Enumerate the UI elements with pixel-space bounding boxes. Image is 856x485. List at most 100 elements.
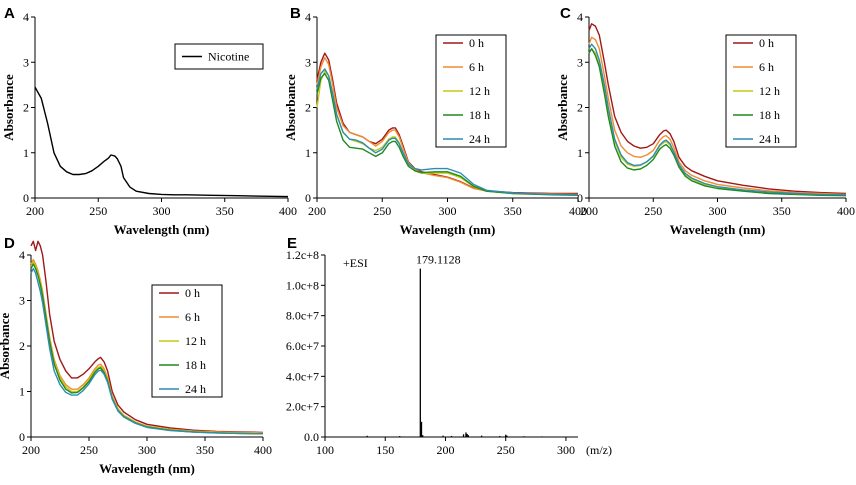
legend-label-b: 6 h — [469, 60, 484, 74]
y-tick-label-b: 3 — [305, 55, 311, 69]
y-tick-label-e: 4.0c+7 — [286, 369, 319, 383]
legend-label-b: 18 h — [469, 108, 490, 122]
y-axis-label-a: Absorbance — [1, 74, 16, 141]
y-tick-label-e: 1.2c+8 — [286, 248, 319, 262]
legend-label-c: 18 h — [759, 108, 780, 122]
series-line-c — [588, 36, 847, 196]
y-tick-label-c: 2 — [577, 101, 583, 115]
legend-label-b: 0 h — [469, 36, 484, 50]
x-tick-label-c: 200 — [580, 204, 598, 218]
y-tick-label-b: 2 — [305, 101, 311, 115]
x-tick-label-b: 300 — [439, 204, 457, 218]
series-line-b — [316, 72, 579, 196]
y-tick-label-d: 4 — [19, 248, 25, 262]
series-line-c — [588, 43, 847, 196]
y-tick-label-b: 4 — [305, 10, 311, 24]
y-tick-label-d: 2 — [19, 339, 25, 353]
x-tick-label-e: 100 — [316, 443, 334, 457]
y-axis-label-b: Absorbance — [283, 74, 298, 141]
series-line-b — [316, 68, 579, 196]
x-tick-label-c: 350 — [773, 204, 791, 218]
legend-label-d: 24 h — [185, 382, 206, 396]
y-tick-label-e: 2.0c+7 — [286, 400, 319, 414]
x-axis-label-c: Wavelength (nm) — [670, 222, 766, 237]
legend-label-b: 24 h — [469, 132, 490, 146]
x-tick-label-b: 400 — [569, 204, 587, 218]
y-axis-label-d: Absorbance — [0, 313, 12, 380]
series-line-d — [30, 267, 264, 435]
x-tick-label-a: 200 — [26, 204, 44, 218]
y-tick-label-d: 1 — [19, 385, 25, 399]
x-axis-label-b: Wavelength (nm) — [400, 222, 496, 237]
legend-label-d: 18 h — [185, 358, 206, 372]
series-line-a — [34, 86, 289, 198]
x-tick-label-d: 250 — [80, 443, 98, 457]
y-tick-label-d: 0 — [19, 430, 25, 444]
series-line-d — [30, 258, 264, 434]
y-tick-label-b: 1 — [305, 146, 311, 160]
x-tick-label-c: 400 — [837, 204, 855, 218]
legend-label-a: Nicotine — [208, 50, 249, 64]
legend-label-c: 6 h — [759, 60, 774, 74]
x-tick-label-a: 400 — [279, 204, 297, 218]
x-axis-label-a: Wavelength (nm) — [114, 222, 210, 237]
y-tick-label-a: 0 — [23, 191, 29, 205]
x-tick-label-e: 200 — [436, 443, 454, 457]
y-tick-label-c: 3 — [577, 55, 583, 69]
peak-label: 179.1128 — [416, 253, 461, 267]
y-tick-label-a: 3 — [23, 55, 29, 69]
x-tick-label-d: 350 — [196, 443, 214, 457]
legend-label-c: 24 h — [759, 132, 780, 146]
y-tick-label-b: 0 — [305, 191, 311, 205]
x-tick-label-d: 300 — [138, 443, 156, 457]
x-tick-label-c: 250 — [644, 204, 662, 218]
x-tick-label-b: 350 — [504, 204, 522, 218]
x-tick-label-a: 350 — [216, 204, 234, 218]
panel-letter-c: C — [560, 5, 571, 22]
y-tick-label-e: 8.0c+7 — [286, 309, 319, 323]
y-tick-label-e: 1.0c+8 — [286, 278, 319, 292]
series-line-d — [30, 261, 264, 435]
panel-a: A 200 250 300 350 400 0 1 2 3 4 Wavelength (nm) Abs… — [1, 5, 297, 237]
y-tick-label-a: 4 — [23, 10, 29, 24]
series-line-c — [588, 23, 847, 195]
x-axis-label-d: Wavelength (nm) — [99, 461, 195, 476]
series-line-d — [30, 263, 264, 435]
panel-letter-a: A — [4, 5, 15, 22]
x-tick-label-a: 250 — [89, 204, 107, 218]
x-tick-label-b: 200 — [308, 204, 326, 218]
panel-e: E 100 150 200 250 300 0.0 2.0c+7 4.0c+7 6.0c+7 8.… — [286, 235, 612, 457]
panel-letter-d: D — [4, 235, 15, 252]
legend-label-d: 6 h — [185, 310, 200, 324]
x-tick-label-b: 250 — [373, 204, 391, 218]
y-tick-label-a: 2 — [23, 101, 29, 115]
x-tick-label-d: 200 — [22, 443, 40, 457]
y-tick-label-d: 3 — [19, 294, 25, 308]
series-line-b — [316, 57, 579, 196]
x-tick-label-d: 400 — [254, 443, 272, 457]
y-tick-label-c: 0 — [577, 191, 583, 205]
x-tick-label-e: 250 — [497, 443, 515, 457]
legend-label-d: 0 h — [185, 286, 200, 300]
x-tick-label-e: 150 — [376, 443, 394, 457]
legend-label-c: 0 h — [759, 36, 774, 50]
panel-letter-e: E — [287, 235, 297, 252]
x-tick-label-a: 300 — [153, 204, 171, 218]
ionization-label: +ESI — [343, 256, 368, 270]
y-axis-label-c: Absorbance — [555, 74, 570, 141]
panel-letter-b: B — [290, 5, 301, 22]
legend-box-d — [151, 284, 223, 398]
y-tick-label-e: 0.0 — [304, 430, 319, 444]
y-tick-label-e: 6.0c+7 — [286, 339, 319, 353]
y-tick-label-a: 1 — [23, 146, 29, 160]
panel-d: D 200 250 300 350 400 0 1 2 3 4 Wavelength (nm) Abs… — [0, 235, 272, 476]
y-tick-label-c: 4 — [577, 10, 583, 24]
series-line-c — [588, 48, 847, 197]
series-line-d — [30, 240, 264, 434]
legend-label-c: 12 h — [759, 84, 780, 98]
series-line-c — [588, 48, 847, 196]
legend-label-d: 12 h — [185, 334, 206, 348]
